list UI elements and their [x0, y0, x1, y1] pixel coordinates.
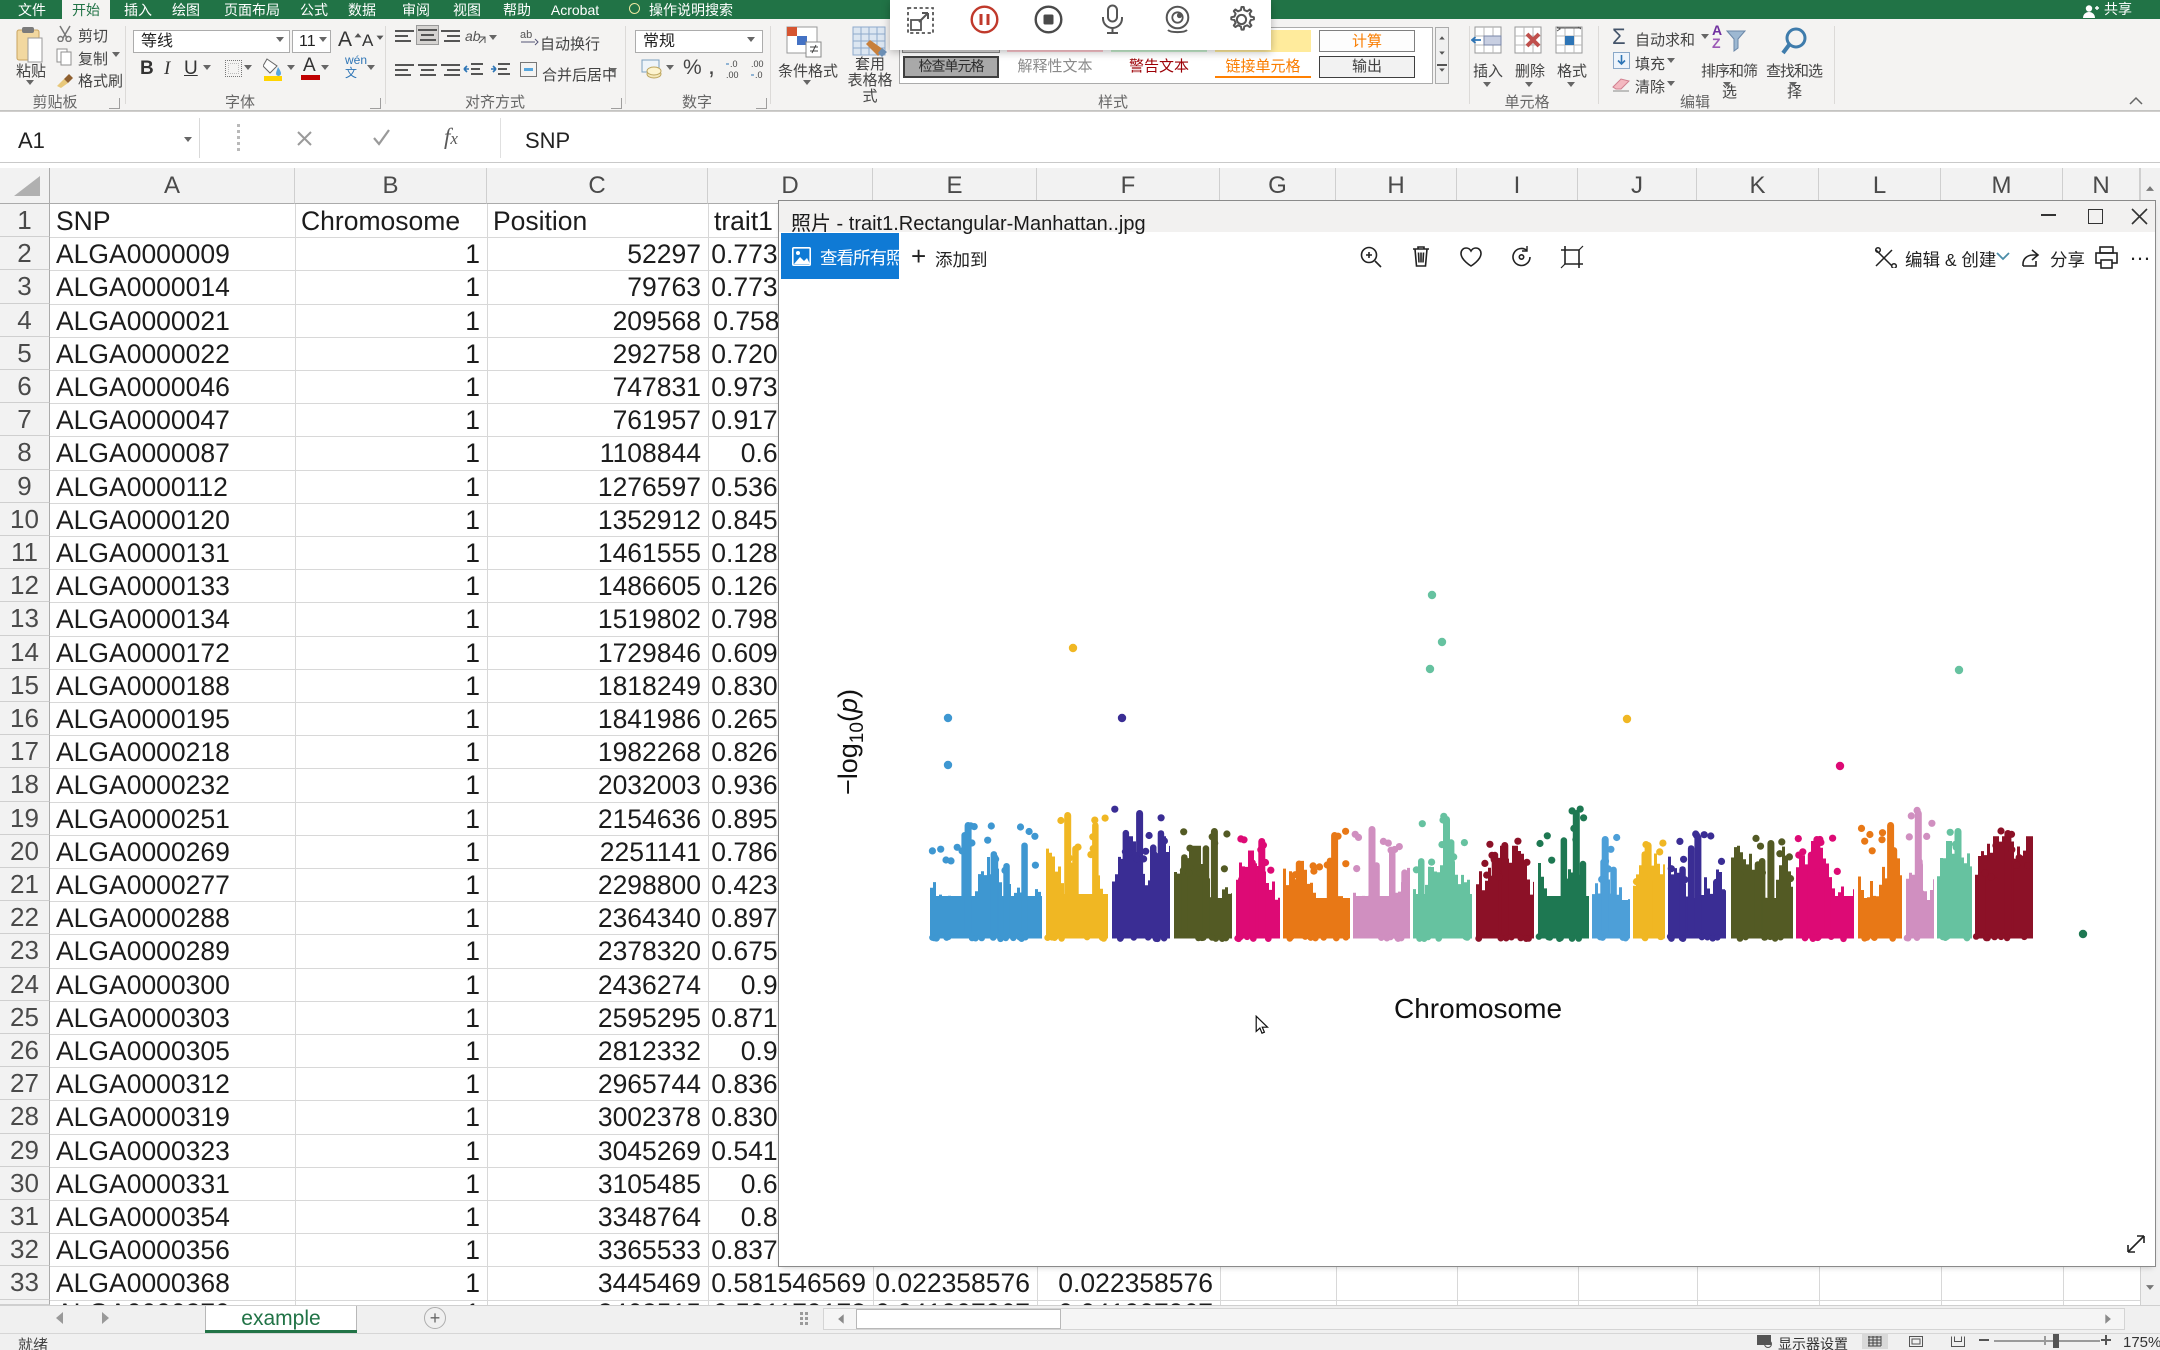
svg-text:.0: .0 — [755, 70, 763, 80]
svg-text:.0: .0 — [730, 59, 738, 69]
svg-text:ab: ab — [520, 29, 532, 41]
svg-text:.00: .00 — [751, 59, 764, 69]
svg-text:.00: .00 — [726, 70, 739, 80]
svg-text:ab: ab — [465, 28, 481, 44]
